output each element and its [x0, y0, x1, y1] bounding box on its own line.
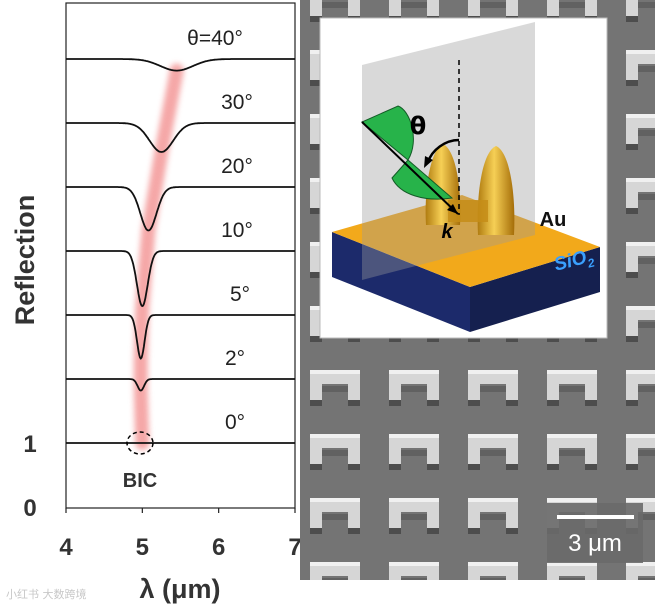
- reflection-curve: [66, 250, 295, 308]
- x-axis-ticks: 4 5 6 7: [59, 508, 302, 561]
- angle-label: θ: [410, 112, 427, 140]
- x-tick-label: 6: [212, 534, 225, 561]
- x-tick-label: 5: [136, 534, 149, 561]
- bic-circle: [126, 431, 154, 455]
- reflection-curves: [66, 58, 295, 444]
- curve-angle-label: 2°: [225, 347, 245, 370]
- y-tick-label: 0: [23, 495, 36, 522]
- reflection-curve: [66, 378, 295, 392]
- wavevector-label: k: [441, 221, 453, 243]
- bic-label: BIC: [123, 470, 157, 492]
- y-axis-label: Reflection: [10, 195, 40, 326]
- curve-angle-label: 20°: [221, 155, 253, 178]
- curve-angle-label: 5°: [230, 283, 250, 306]
- x-axis-label: λ (μm): [139, 574, 220, 604]
- wavevector-arrowhead: [447, 204, 458, 214]
- substrate-front: [332, 232, 470, 332]
- x-tick-label: 7: [288, 534, 301, 561]
- reflection-curve: [66, 314, 295, 360]
- y-tick-label: 1: [23, 431, 36, 458]
- bic-trajectory-highlight: [133, 63, 184, 450]
- reflection-curve: [66, 122, 295, 153]
- curve-angle-label: 30°: [221, 91, 253, 114]
- reflection-curve: [66, 186, 295, 232]
- curve-angle-labels: 0° 2° 5° 10° 20° 30° θ=40°: [187, 27, 253, 434]
- field-wave-upper: [361, 105, 414, 161]
- wavevector-arrow: [361, 121, 459, 215]
- metal-label: Au: [540, 209, 567, 231]
- structure-inset: θ k Au SiO2: [319, 17, 608, 339]
- curve-angle-label: θ=40°: [187, 27, 243, 50]
- curve-angle-label: 10°: [221, 219, 253, 242]
- scale-bar-background: [547, 503, 643, 563]
- plot-frame: [65, 2, 296, 509]
- gold-film: [332, 195, 600, 287]
- pillar-bridge: [448, 200, 488, 222]
- curve-angle-label: 0°: [225, 411, 245, 434]
- scale-bar-label: 3 μm: [568, 530, 622, 557]
- watermark: 小红书 大数跨境: [6, 588, 87, 601]
- y-axis-ticks: 10: [23, 431, 36, 522]
- angle-arc-arrowhead: [424, 156, 433, 168]
- substrate-side: [470, 247, 600, 332]
- reflection-curve: [66, 58, 295, 72]
- x-tick-label: 4: [59, 534, 73, 561]
